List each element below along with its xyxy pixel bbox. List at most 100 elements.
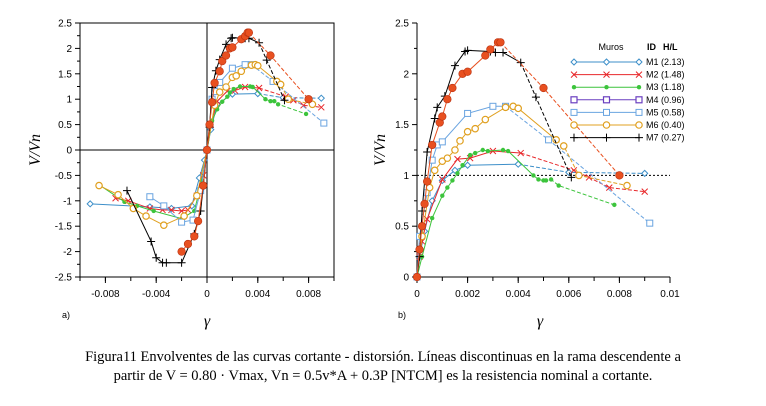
legend-marker (635, 96, 643, 104)
data-point (317, 103, 325, 111)
data-point (531, 93, 540, 102)
data-point (536, 177, 541, 182)
data-point (505, 148, 511, 154)
data-point (565, 168, 573, 177)
legend-marker (570, 108, 578, 116)
data-point (262, 56, 271, 65)
data-point (500, 147, 506, 153)
data-point (210, 78, 219, 88)
legend-header-muros: Muros (598, 42, 624, 52)
series-line-dashed (258, 42, 285, 101)
data-point (463, 46, 472, 55)
series-m-red-filled (177, 28, 313, 256)
data-point (222, 83, 230, 91)
legend-marker (570, 96, 578, 104)
series-group-a (86, 28, 328, 267)
data-point (548, 177, 554, 182)
data-point (207, 98, 217, 107)
y-tick-label: 0 (403, 273, 409, 284)
data-point (496, 38, 505, 47)
data-point (122, 199, 127, 205)
data-point (516, 58, 525, 67)
y-tick-label: -1.5 (55, 222, 73, 233)
legend-item: M3 (1.18) (571, 82, 685, 92)
data-point (412, 272, 422, 282)
legend-label: M4 (0.96) (646, 95, 685, 105)
x-tick-label: 0.002 (455, 289, 480, 300)
data-point (417, 222, 427, 231)
data-point (423, 177, 432, 186)
legend-header-id: ID (647, 42, 657, 52)
data-point (304, 95, 313, 104)
x-tick-label: -0.004 (142, 289, 171, 300)
data-point (228, 43, 237, 52)
data-point (160, 221, 168, 229)
data-point (559, 142, 568, 150)
data-point (263, 97, 268, 102)
legend-marker (602, 96, 611, 104)
data-point (455, 171, 460, 176)
data-point (237, 67, 246, 76)
data-point (423, 148, 432, 157)
data-point (454, 155, 461, 163)
y-tick-label: 1.5 (58, 69, 72, 80)
legend-marker (636, 85, 642, 90)
data-point (272, 99, 277, 104)
data-point (463, 127, 472, 136)
data-point (255, 84, 263, 92)
data-point (567, 173, 576, 182)
legend-marker (635, 58, 643, 66)
data-point (162, 258, 171, 267)
data-point (485, 148, 491, 154)
data-point (623, 181, 631, 190)
series-line-dashed (518, 163, 645, 174)
data-point (194, 217, 203, 226)
y-tick-label: 2 (66, 44, 72, 55)
data-point (556, 183, 561, 188)
data-point (430, 166, 439, 175)
series-line-dashed (505, 105, 651, 224)
data-point (445, 185, 450, 190)
data-point (266, 51, 275, 60)
series-m3 (414, 147, 617, 280)
data-point (612, 202, 617, 208)
data-point (499, 48, 508, 57)
data-point (428, 156, 436, 164)
axis-ticks-b: 0 0.5 1 1.5 2 2.5 0 0.002 0.004 0.006 0.008 0.01 (395, 19, 680, 301)
legend-marker (570, 58, 578, 66)
data-point (514, 104, 523, 113)
legend-marker (570, 133, 578, 142)
series-m5 (413, 102, 654, 281)
data-point (438, 138, 446, 146)
data-point (152, 253, 161, 262)
data-point (317, 94, 326, 102)
x-tick-label: -0.008 (91, 289, 120, 300)
data-point (443, 95, 452, 104)
data-point (545, 136, 553, 144)
data-point (227, 90, 233, 95)
data-point (448, 83, 457, 93)
legend-item: M1 (2.13) (570, 57, 685, 67)
data-point (420, 199, 429, 208)
y-axis-label-b: V/Vn (372, 134, 389, 166)
data-point (178, 218, 186, 226)
x-axis-label-b: γ (537, 313, 544, 330)
data-point (575, 171, 583, 180)
data-point (303, 111, 309, 117)
data-point (438, 176, 446, 183)
data-point (429, 215, 435, 221)
data-point (142, 212, 150, 220)
data-point (220, 99, 225, 104)
series-line (416, 163, 519, 278)
legend-item: M7 (0.27) (570, 133, 685, 143)
y-tick-label: 1 (66, 95, 72, 106)
data-point (122, 186, 131, 195)
data-point (146, 193, 154, 201)
data-point (471, 124, 479, 133)
data-point (418, 232, 426, 241)
data-point (464, 109, 472, 117)
legend-label: M6 (0.40) (646, 120, 685, 130)
data-point (443, 154, 452, 162)
series-line-dashed (555, 139, 628, 187)
